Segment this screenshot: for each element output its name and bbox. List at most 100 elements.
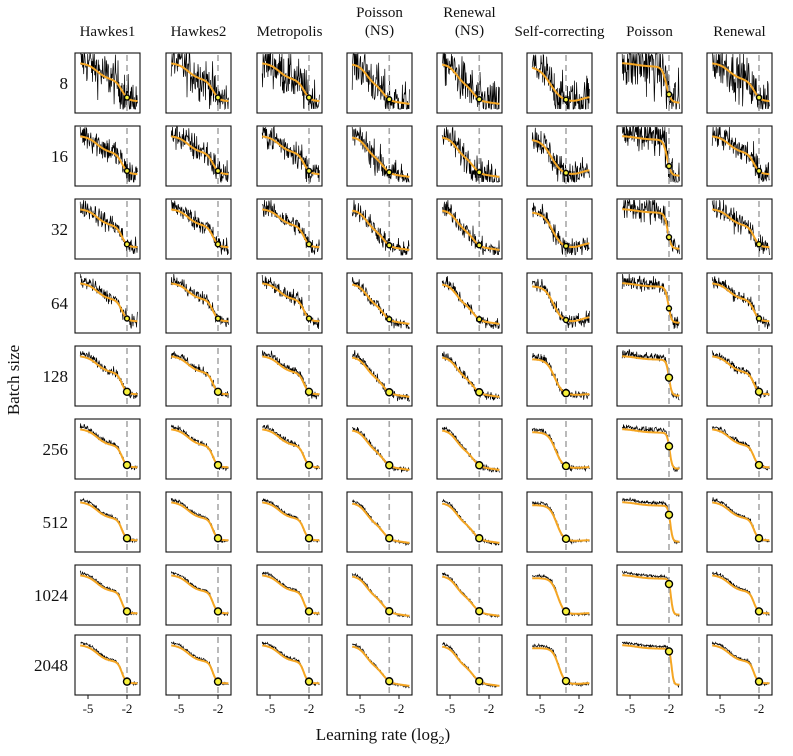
- optimum-marker: [665, 305, 673, 312]
- smoothed-loss-series: [351, 645, 410, 687]
- smoothed-loss-series: [441, 63, 500, 105]
- smoothed-loss-series: [351, 356, 410, 398]
- panel: [74, 125, 141, 187]
- x-tick-label: -2: [394, 701, 405, 716]
- panel-frame: [526, 198, 593, 260]
- x-axis-label-close: ): [445, 725, 451, 744]
- x-tick-label: -2: [574, 701, 585, 716]
- column-title: Self-correcting: [515, 24, 605, 40]
- smoothed-loss-series: [622, 208, 680, 250]
- optimum-marker: [122, 534, 132, 543]
- optimum-marker: [755, 94, 763, 101]
- x-axis-label: Learning rate (log2): [316, 725, 450, 747]
- panel: [346, 418, 413, 480]
- panel: [706, 125, 773, 187]
- optimum-marker: [561, 388, 571, 398]
- x-axis-label-main: Learning rate (log: [316, 725, 439, 744]
- panel: [165, 345, 232, 407]
- panel: [165, 634, 232, 696]
- optimum-marker: [475, 461, 484, 470]
- panel: [616, 345, 683, 407]
- panel-frame: [526, 634, 593, 696]
- optimum-marker: [754, 677, 764, 686]
- x-tick-label: -5: [715, 701, 726, 716]
- panel: [74, 272, 141, 334]
- x-tick-label: -2: [213, 701, 224, 716]
- panel: [436, 198, 503, 260]
- panel: [436, 491, 503, 553]
- column-title: Poisson: [626, 24, 673, 40]
- panel: [616, 418, 683, 480]
- x-tick-label: -5: [535, 701, 546, 716]
- panel-frame: [616, 564, 683, 626]
- smoothed-loss-series: [441, 645, 500, 687]
- optimum-marker: [664, 373, 674, 382]
- optimum-marker: [664, 442, 674, 451]
- smoothed-loss-series: [351, 283, 410, 325]
- x-tick-label: -2: [484, 701, 495, 716]
- optimum-marker: [754, 460, 764, 470]
- panel: [256, 418, 323, 480]
- optimum-marker: [304, 534, 314, 543]
- noisy-loss-series: [531, 127, 590, 183]
- noisy-loss-series: [712, 53, 770, 110]
- smoothed-loss-series: [531, 139, 590, 175]
- panel: [256, 491, 323, 553]
- optimum-marker: [562, 316, 570, 324]
- panel: [616, 491, 683, 553]
- panel: [616, 198, 683, 260]
- optimum-marker: [665, 91, 673, 98]
- optimum-marker: [475, 607, 484, 616]
- optimum-marker: [122, 387, 132, 396]
- panel: [706, 634, 773, 696]
- panel: [526, 125, 593, 187]
- noisy-loss-series: [261, 126, 320, 183]
- column-title: (NS): [455, 23, 484, 39]
- optimum-marker: [754, 387, 764, 396]
- optimum-marker: [475, 388, 484, 397]
- panel-grid: [74, 52, 773, 696]
- noisy-loss-series: [441, 53, 500, 110]
- panel-frame: [526, 564, 593, 626]
- optimum-marker: [213, 534, 223, 543]
- x-tick-label: -5: [625, 701, 636, 716]
- smoothed-loss-series: [351, 63, 410, 105]
- panel-frame: [256, 418, 323, 480]
- smoothed-loss-series: [622, 574, 680, 616]
- panel: [436, 52, 503, 114]
- panel: [616, 272, 683, 334]
- row-label: 1024: [34, 586, 69, 605]
- smoothed-loss-series: [531, 66, 590, 102]
- panel: [165, 564, 232, 626]
- column-titles: Hawkes1 Hawkes2 Metropolis Poisson (NS) Renew…: [80, 5, 766, 40]
- optimum-marker: [213, 387, 223, 396]
- x-tick-label: -2: [304, 701, 315, 716]
- panel-frame: [74, 272, 141, 334]
- smoothed-loss-series: [351, 209, 410, 251]
- panel: [256, 125, 323, 187]
- smoothed-loss-series: [532, 285, 590, 323]
- panel: [616, 634, 683, 696]
- optimum-marker: [214, 241, 222, 248]
- optimum-marker: [561, 607, 571, 616]
- panel: [346, 345, 413, 407]
- noisy-loss-series: [351, 53, 410, 110]
- smoothed-loss-series: [441, 209, 500, 251]
- optimum-marker: [386, 96, 393, 103]
- optimum-marker: [754, 607, 764, 616]
- noisy-loss-series: [531, 53, 590, 110]
- panel: [616, 52, 683, 114]
- x-tick-label: -5: [445, 701, 456, 716]
- row-label: 256: [43, 440, 69, 459]
- panel: [706, 272, 773, 334]
- optimum-marker: [305, 167, 313, 175]
- optimum-marker: [213, 607, 223, 616]
- panel: [526, 272, 593, 334]
- smoothed-loss-series: [531, 211, 590, 248]
- optimum-marker: [386, 242, 393, 249]
- smoothed-loss-series: [441, 575, 500, 617]
- smoothed-loss-series: [531, 358, 590, 396]
- noisy-loss-series: [351, 277, 410, 330]
- row-label: 2048: [34, 656, 68, 675]
